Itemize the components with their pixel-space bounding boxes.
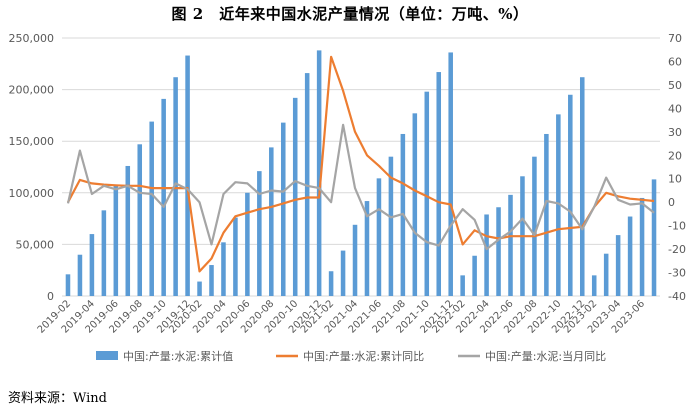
bar-series bbox=[65, 50, 657, 297]
series-line bbox=[67, 55, 655, 273]
legend-swatch bbox=[96, 351, 118, 360]
bar bbox=[304, 73, 310, 296]
y-right-tick-label: 10 bbox=[668, 173, 682, 186]
bar bbox=[269, 147, 274, 296]
bar bbox=[579, 77, 585, 296]
y-left-tick-label: 0 bbox=[47, 290, 54, 303]
y-right-tick-label: 30 bbox=[668, 126, 682, 139]
bar bbox=[245, 192, 250, 296]
y-right-tick-label: -10 bbox=[668, 220, 686, 233]
bar bbox=[556, 114, 561, 296]
bar bbox=[197, 281, 202, 296]
bar bbox=[376, 178, 382, 296]
y-left-tick-label: 200,000 bbox=[9, 84, 55, 97]
y-right-tick-label: 50 bbox=[668, 79, 682, 92]
bar bbox=[484, 214, 489, 296]
bar bbox=[161, 98, 166, 296]
bar bbox=[627, 216, 633, 296]
y-right-tick-label: -20 bbox=[668, 243, 686, 256]
bar bbox=[388, 156, 394, 296]
y-right-tick-label: 60 bbox=[668, 55, 682, 68]
y-right-tick-label: 20 bbox=[668, 149, 682, 162]
bar bbox=[460, 275, 465, 296]
bar bbox=[221, 242, 226, 296]
y-right-tick-label: 40 bbox=[668, 102, 682, 115]
y-left-tick-label: 150,000 bbox=[9, 135, 55, 148]
legend: 中国:产量:水泥:累计值 中国:产量:水泥:累计同比 中国:产量:水泥:当月同比 bbox=[96, 349, 606, 363]
y-left-tick-label: 250,000 bbox=[9, 32, 55, 45]
bar bbox=[209, 265, 214, 296]
bar bbox=[352, 224, 358, 296]
bar bbox=[233, 217, 238, 296]
bar bbox=[292, 97, 298, 296]
bar bbox=[364, 201, 370, 296]
bar bbox=[280, 122, 286, 297]
chart-title: 图 2 近年来中国水泥产量情况（单位：万吨、%） bbox=[171, 5, 529, 23]
series-line bbox=[66, 123, 655, 251]
bar bbox=[639, 197, 645, 296]
legend-label: 中国:产量:水泥:累计同比 bbox=[303, 349, 424, 363]
bar bbox=[544, 133, 549, 296]
bar bbox=[591, 275, 597, 296]
bar bbox=[532, 156, 537, 296]
bar bbox=[615, 235, 621, 296]
bar bbox=[149, 121, 154, 296]
legend-label: 中国:产量:水泥:当月同比 bbox=[485, 349, 606, 363]
legend-label: 中国:产量:水泥:累计值 bbox=[123, 349, 233, 363]
bar bbox=[412, 113, 418, 296]
y-right-tick-label: -30 bbox=[668, 267, 686, 280]
bar bbox=[316, 50, 322, 296]
line-series bbox=[66, 55, 655, 273]
bar bbox=[340, 250, 346, 296]
x-axis-ticks: 2019-022019-042019-062019-082019-102019-… bbox=[36, 298, 647, 335]
bar bbox=[257, 171, 262, 296]
bar bbox=[448, 52, 453, 297]
bar bbox=[496, 207, 501, 296]
bar bbox=[173, 77, 178, 296]
bar bbox=[65, 274, 71, 296]
bar bbox=[77, 254, 83, 296]
bar bbox=[328, 271, 334, 296]
bar bbox=[125, 165, 131, 296]
right-axis-ticks: -40 -30 -20 -10 0 10 20 30 40 50 60 70 bbox=[668, 32, 686, 303]
y-right-tick-label: 70 bbox=[668, 32, 682, 45]
bar bbox=[113, 185, 119, 296]
source-note: 资料来源：Wind bbox=[8, 391, 107, 406]
y-left-tick-label: 100,000 bbox=[9, 187, 55, 200]
bar bbox=[424, 91, 430, 296]
bar bbox=[436, 72, 442, 296]
bar bbox=[472, 255, 477, 296]
bar bbox=[568, 94, 573, 296]
left-axis-ticks: 0 50,000 100,000 150,000 200,000 250,000 bbox=[9, 32, 55, 303]
bar bbox=[89, 234, 95, 296]
bar bbox=[651, 179, 657, 296]
bar bbox=[101, 210, 107, 296]
bar bbox=[603, 253, 609, 296]
y-right-tick-label: 0 bbox=[668, 196, 675, 209]
y-left-tick-label: 50,000 bbox=[16, 238, 55, 251]
bar bbox=[137, 144, 143, 296]
bar bbox=[508, 194, 513, 296]
bar bbox=[185, 55, 190, 296]
y-right-tick-label: -40 bbox=[668, 290, 686, 303]
